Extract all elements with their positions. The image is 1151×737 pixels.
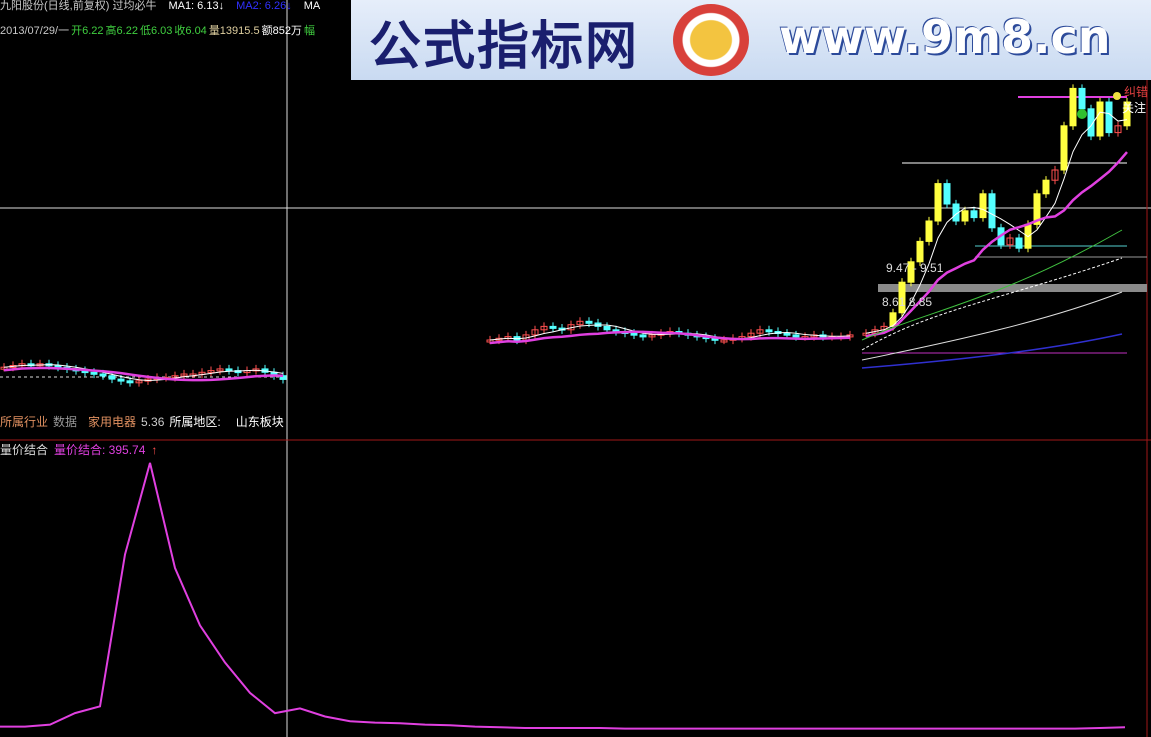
candle (889, 312, 897, 327)
candle (180, 373, 188, 377)
watermark-name: 公式指标网 (369, 17, 640, 77)
tag-label: 纠错 (1124, 85, 1149, 99)
ma-main-middle (489, 330, 851, 345)
candle (1033, 193, 1041, 225)
header-row-2: 2013/07/29/一 开6.22 高6.22 低6.03 收6.04 量13… (0, 24, 315, 38)
band-label-upper: 9.47 - 9.51 (886, 261, 944, 275)
indicator-line (0, 462, 1126, 730)
candle (783, 332, 791, 336)
candle (207, 370, 215, 374)
ma1-label: MA1: 6.13↓ (168, 0, 225, 12)
candle (531, 329, 539, 336)
candle (871, 329, 879, 334)
indicator-name: 量价结合 (0, 443, 49, 457)
candle (585, 320, 593, 324)
signal-dot-yellow (1113, 92, 1121, 100)
ma2-label: MA2: 6.26↓ (236, 0, 292, 12)
region-value[interactable]: 山东板块 (235, 415, 284, 429)
candle (961, 210, 969, 222)
indicator-value: 量价结合: 395.74 (54, 443, 146, 457)
band-label-lower: 8.61 8.85 (882, 295, 933, 309)
candle (1114, 125, 1122, 134)
candle (979, 193, 987, 219)
signal-dot-green (1077, 109, 1087, 119)
candle (988, 193, 996, 229)
up-arrow-icon: ↑ (151, 443, 158, 457)
candle (90, 371, 98, 375)
candle (943, 183, 951, 205)
indicator-row: 量价结合 量价结合: 395.74 ↑ (0, 443, 157, 457)
ma-main-right (865, 151, 1128, 338)
price-band (878, 284, 1147, 292)
candle (1069, 87, 1077, 127)
candle (135, 380, 143, 384)
ma-main-left (3, 366, 284, 382)
candle (1078, 87, 1086, 110)
industry-value[interactable]: 家用电器 (88, 415, 137, 429)
candle (1087, 108, 1095, 137)
candle (934, 183, 942, 222)
candle (648, 334, 656, 338)
candle (603, 325, 611, 331)
ma3-label: MA (303, 0, 321, 12)
candle (747, 332, 755, 338)
candle (126, 380, 134, 384)
candle (1006, 237, 1014, 246)
watermark-logo (673, 4, 749, 76)
region-label: 所属地区: (169, 415, 221, 429)
candle (756, 329, 764, 334)
follow-label: 关注 (1122, 101, 1147, 115)
amount-label: 额852万 (261, 25, 302, 37)
candle (1105, 101, 1113, 134)
candle (720, 339, 728, 343)
close-label: 收6.04 (174, 25, 207, 37)
candle (916, 240, 924, 263)
watermark-banner: 公式指标网 www.9m8.cn (351, 0, 1151, 80)
candle (907, 261, 915, 283)
candle (576, 320, 584, 326)
ma-long-white (861, 291, 1123, 361)
candle (898, 281, 906, 314)
ma-fast-left (3, 364, 284, 381)
candle (1042, 179, 1050, 195)
stock-title: 九阳股份(日线,前复权) 过均必牛 (0, 0, 157, 12)
watermark-url: www.9m8.cn (779, 10, 1111, 64)
candle (765, 329, 773, 333)
header-row-1: 九阳股份(日线,前复权) 过均必牛 MA1: 6.13↓ MA2: 6.26↓ … (0, 0, 320, 13)
candle (792, 334, 800, 338)
ma-fast-right (865, 111, 1128, 334)
candle (99, 373, 107, 377)
candle (216, 368, 224, 372)
candle (925, 220, 933, 242)
ma-long-blue (861, 333, 1123, 369)
candle (108, 375, 116, 380)
low-label: 低6.03 (139, 25, 173, 37)
candle (225, 368, 233, 372)
date-label: 2013/07/29/一 (0, 25, 70, 37)
candle (630, 332, 638, 336)
candle (1060, 125, 1068, 171)
data-label: 数据 (53, 415, 78, 429)
ma-green (861, 229, 1123, 341)
volume-label: 量13915.5 (208, 25, 260, 37)
industry-number: 5.36 (141, 415, 165, 429)
candle (1123, 101, 1131, 127)
candle (540, 325, 548, 331)
range-label: 幅 (303, 25, 315, 37)
info-row: 所属行业 数据 家用电器 5.36 所属地区: 山东板块 (0, 415, 284, 429)
candle (1096, 101, 1104, 137)
industry-label: 所属行业 (0, 415, 49, 429)
candle (970, 210, 978, 219)
candle (1051, 169, 1059, 181)
open-label: 开6.22 (71, 25, 104, 37)
candle (639, 334, 647, 338)
candle (549, 325, 557, 329)
high-label: 高6.22 (105, 25, 138, 37)
candle (1015, 237, 1023, 249)
candle (117, 378, 125, 382)
